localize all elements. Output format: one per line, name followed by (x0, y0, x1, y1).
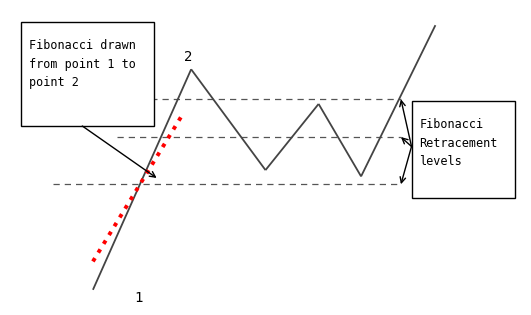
FancyBboxPatch shape (412, 101, 515, 198)
Text: 2: 2 (184, 50, 193, 64)
Text: 1: 1 (134, 291, 142, 305)
FancyBboxPatch shape (21, 22, 154, 126)
Text: Fibonacci
Retracement
levels: Fibonacci Retracement levels (419, 118, 498, 168)
Text: Fibonacci drawn
from point 1 to
point 2: Fibonacci drawn from point 1 to point 2 (29, 39, 136, 89)
